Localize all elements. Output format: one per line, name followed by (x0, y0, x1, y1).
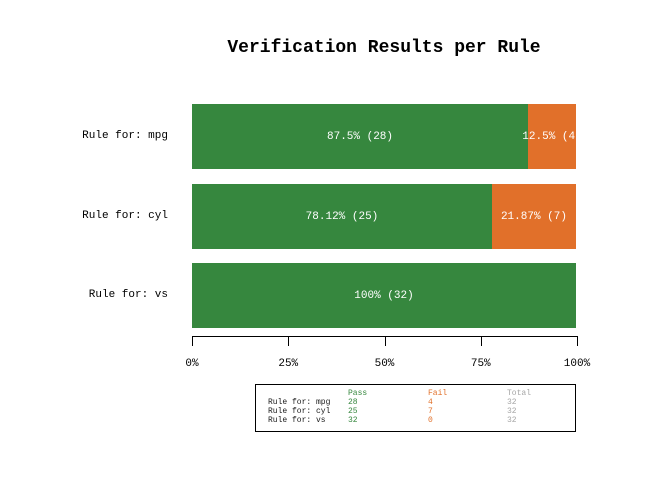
pass-segment-label: 78.12% (25) (305, 210, 379, 223)
x-tick-label: 25% (278, 358, 299, 370)
summary-row-label: Rule for: mpg (268, 398, 331, 407)
x-tick (288, 336, 290, 346)
x-tick (480, 336, 482, 346)
summary-header-blank (256, 389, 348, 398)
summary-row-label: Rule for: vs (268, 416, 326, 425)
pass-segment: 87.5% (28) (192, 104, 528, 169)
x-tick-label: 50% (374, 358, 395, 370)
x-axis: 0% 25% 50% 75% 100% (185, 336, 590, 376)
summary-fail-value: 4 (428, 398, 433, 407)
summary-fail-value: 7 (428, 407, 433, 416)
y-axis-label-cyl: Rule for: cyl (82, 210, 168, 222)
summary-header-total: Total (507, 389, 532, 398)
summary-header-pass: Pass (348, 389, 368, 398)
chart-title: Verification Results per Rule (227, 38, 541, 58)
x-tick-label: 75% (470, 358, 491, 370)
fail-segment-label: 12.5% (4) (522, 130, 576, 143)
fail-segment: 21.87% (7) (491, 184, 576, 249)
summary-total-value: 32 (507, 416, 517, 425)
summary-table: Pass Fail Total Rule for: mpg 28 4 32 Ru… (255, 384, 576, 432)
summary-row-mpg: Rule for: mpg 28 4 32 (256, 398, 575, 407)
summary-fail-value: 0 (428, 416, 433, 425)
summary-pass-value: 32 (348, 416, 358, 425)
summary-pass-value: 28 (348, 398, 358, 407)
x-tick-label: 0% (185, 358, 199, 370)
summary-row-cyl: Rule for: cyl 25 7 32 (256, 407, 575, 416)
pass-segment: 100% (32) (192, 263, 576, 328)
bar-row-mpg: 87.5% (28) 12.5% (4) (192, 104, 576, 169)
fail-segment-label: 21.87% (7) (500, 210, 567, 223)
summary-header-row: Pass Fail Total (256, 389, 575, 398)
fail-segment: 12.5% (4) (522, 104, 576, 169)
pass-segment: 78.12% (25) (192, 184, 492, 249)
pass-segment-label: 87.5% (28) (326, 130, 394, 143)
summary-total-value: 32 (507, 407, 517, 416)
x-tick (384, 336, 386, 346)
summary-row-vs: Rule for: vs 32 0 32 (256, 416, 575, 425)
summary-pass-value: 25 (348, 407, 358, 416)
pass-segment-label: 100% (32) (354, 289, 414, 302)
summary-header-fail: Fail (428, 389, 448, 398)
y-axis-label-vs: Rule for: vs (88, 289, 168, 301)
bar-row-cyl: 78.12% (25) 21.87% (7) (192, 184, 576, 249)
x-tick (192, 336, 193, 346)
x-tick (577, 336, 578, 346)
summary-total-value: 32 (507, 398, 517, 407)
x-tick-label: 100% (563, 358, 591, 370)
bar-row-vs: 100% (32) (192, 263, 576, 328)
y-axis-label-mpg: Rule for: mpg (82, 130, 168, 142)
summary-row-label: Rule for: cyl (268, 407, 331, 416)
